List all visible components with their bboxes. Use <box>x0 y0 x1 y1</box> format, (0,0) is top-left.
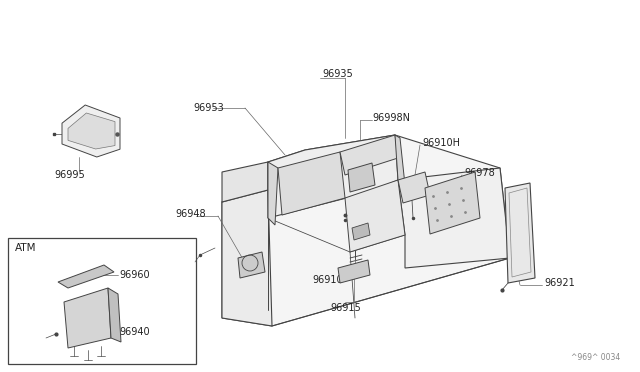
Polygon shape <box>505 183 535 283</box>
Polygon shape <box>348 163 375 192</box>
Text: 96921: 96921 <box>544 278 575 288</box>
Polygon shape <box>338 260 370 283</box>
Polygon shape <box>238 252 265 278</box>
Polygon shape <box>278 152 345 215</box>
Polygon shape <box>398 168 510 268</box>
Polygon shape <box>268 162 278 225</box>
Polygon shape <box>222 190 272 326</box>
Text: 96953: 96953 <box>193 103 224 113</box>
Polygon shape <box>222 135 510 326</box>
Polygon shape <box>58 265 114 288</box>
Text: 96995: 96995 <box>54 170 84 180</box>
Text: 96935: 96935 <box>322 69 353 79</box>
Text: 96910: 96910 <box>312 275 342 285</box>
Polygon shape <box>340 135 398 175</box>
Polygon shape <box>352 223 370 240</box>
Polygon shape <box>68 113 115 149</box>
Text: ATM: ATM <box>15 243 36 253</box>
Polygon shape <box>345 180 405 252</box>
Bar <box>8 238 196 364</box>
Polygon shape <box>398 172 430 203</box>
Text: 96998N: 96998N <box>372 113 410 123</box>
Polygon shape <box>222 162 268 202</box>
Text: 96948: 96948 <box>175 209 205 219</box>
Polygon shape <box>268 135 398 218</box>
Polygon shape <box>108 288 121 342</box>
Polygon shape <box>425 172 480 234</box>
Polygon shape <box>62 105 120 157</box>
Text: ^969^ 0034: ^969^ 0034 <box>571 353 620 362</box>
Text: 96910H: 96910H <box>422 138 460 148</box>
Polygon shape <box>64 288 111 348</box>
Text: 96940: 96940 <box>119 327 150 337</box>
Polygon shape <box>395 135 405 185</box>
Text: 96915: 96915 <box>330 303 361 313</box>
Text: 96978: 96978 <box>464 168 495 178</box>
Text: 96960: 96960 <box>119 270 150 280</box>
